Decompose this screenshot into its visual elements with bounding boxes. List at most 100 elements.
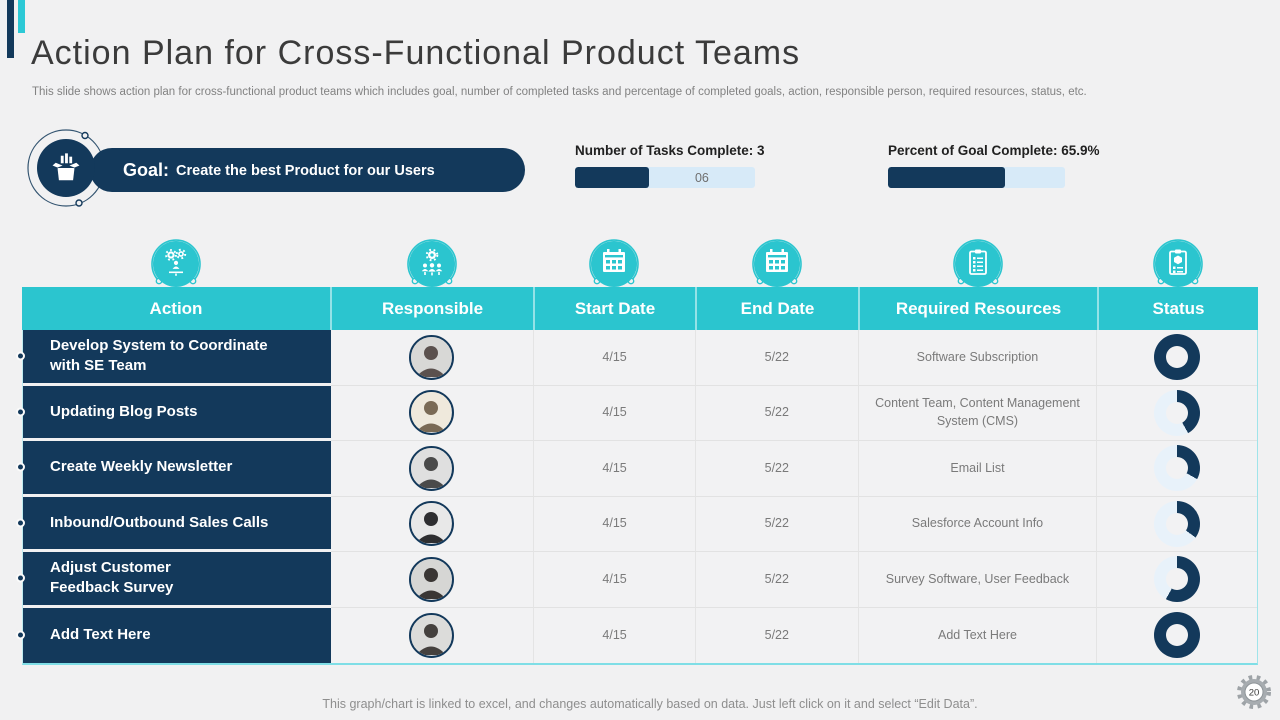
gears-process-icon <box>161 247 191 282</box>
end-date-cell: 5/22 <box>694 496 858 552</box>
status-cell <box>1096 441 1258 497</box>
calendar-icon <box>599 247 629 282</box>
table-row: Inbound/Outbound Sales Calls 4/15 5/22 Sale… <box>16 496 1258 552</box>
action-cell: Create Weekly Newsletter <box>16 441 331 497</box>
responsible-cell <box>330 441 534 497</box>
tasks-progress-fill <box>575 167 649 188</box>
table-header-row: Action Responsible Start Date End Date Requi… <box>22 287 1258 330</box>
status-cell <box>1096 496 1258 552</box>
start-date-cell: 4/15 <box>533 441 695 497</box>
accent-bar-navy <box>7 0 14 58</box>
person-photo-icon <box>411 336 452 377</box>
accent-bar-cyan <box>18 0 25 33</box>
responsible-cell <box>330 552 534 608</box>
column-icon-resources <box>946 238 1010 288</box>
required-resources: Salesforce Account Info <box>911 516 1044 530</box>
responsible-cell <box>330 607 534 663</box>
start-date: 4/15 <box>602 627 627 642</box>
resources-cell: Content Team, Content Management System … <box>857 385 1097 441</box>
column-icon-responsible <box>400 238 464 288</box>
end-date-cell: 5/22 <box>694 330 858 386</box>
goal-progress-bar <box>888 167 1065 188</box>
start-date: 4/15 <box>602 516 627 530</box>
responsible-cell <box>330 330 534 386</box>
column-header-responsible: Responsible <box>330 287 533 330</box>
action-cell: Add Text Here <box>16 607 331 663</box>
page-number-gear-badge: 20 <box>1237 675 1271 709</box>
end-date-cell: 5/22 <box>694 385 858 441</box>
status-donut-icon <box>1154 334 1201 381</box>
required-resources: Email List <box>950 460 1005 475</box>
required-resources: Survey Software, User Feedback <box>885 571 1070 586</box>
end-date: 5/22 <box>764 405 789 419</box>
status-cell <box>1096 607 1258 663</box>
resources-cell: Salesforce Account Info <box>857 496 1097 552</box>
goal-banner: Goal: Create the best Product for our Us… <box>90 148 525 192</box>
end-date: 5/22 <box>764 571 789 586</box>
row-bullet-icon <box>16 573 25 583</box>
tasks-metric-label: Number of Tasks Complete: 3 <box>575 143 765 158</box>
action-cell: Develop System to Coordinate with SE Tea… <box>16 330 331 386</box>
goal-label: Goal: <box>123 159 170 180</box>
column-header-status: Status <box>1097 287 1258 330</box>
start-date: 4/15 <box>602 460 627 475</box>
page-title: Action Plan for Cross-Functional Product… <box>31 34 801 72</box>
table-body: Develop System to Coordinate with SE Tea… <box>16 330 1258 665</box>
column-header-start: Start Date <box>533 287 695 330</box>
gear-team-icon <box>417 247 447 282</box>
start-date: 4/15 <box>602 349 627 364</box>
page-subtitle: This slide shows action plan for cross-f… <box>32 86 1087 98</box>
status-donut-icon <box>1154 445 1201 492</box>
row-bullet-icon <box>16 518 25 528</box>
column-header-resources: Required Resources <box>858 287 1097 330</box>
calendar-icon <box>762 247 792 282</box>
table-row: Adjust Customer Feedback Survey 4/15 5/22 S… <box>16 552 1258 608</box>
goal-progress-fill <box>888 167 1005 188</box>
responsible-cell <box>330 385 534 441</box>
start-date-cell: 4/15 <box>533 330 695 386</box>
person-photo-icon <box>411 614 452 655</box>
row-bullet-icon <box>16 462 25 472</box>
clipboard-list-icon <box>963 247 993 282</box>
status-donut-icon <box>1154 556 1201 603</box>
table-row: Updating Blog Posts 4/15 5/22 Content Team,… <box>16 385 1258 441</box>
goal-percent-metric: Percent of Goal Complete: 65.9% <box>888 143 1100 188</box>
action-cell: Adjust Customer Feedback Survey <box>16 552 331 608</box>
avatar <box>409 612 455 658</box>
person-photo-icon <box>411 392 452 433</box>
table-row: Create Weekly Newsletter 4/15 5/22 Email Li… <box>16 441 1258 497</box>
resources-cell: Email List <box>857 441 1097 497</box>
start-date-cell: 4/15 <box>533 607 695 663</box>
end-date-cell: 5/22 <box>694 552 858 608</box>
goal-badge <box>37 139 95 197</box>
end-date-cell: 5/22 <box>694 441 858 497</box>
end-date: 5/22 <box>764 516 789 530</box>
status-donut-icon <box>1154 500 1201 547</box>
row-bullet-icon <box>16 407 25 417</box>
column-icon-action <box>144 238 208 288</box>
goal-text: Create the best Product for our Users <box>176 163 435 179</box>
start-date-cell: 4/15 <box>533 385 695 441</box>
required-resources: Add Text Here <box>937 627 1017 642</box>
status-donut-hole <box>1166 457 1189 480</box>
start-date: 4/15 <box>602 571 627 586</box>
avatar <box>409 556 455 602</box>
required-resources: Software Subscription <box>916 349 1039 364</box>
row-bullet-icon <box>16 630 25 640</box>
status-donut-hole <box>1166 624 1189 647</box>
person-photo-icon <box>411 503 452 544</box>
table-row: Add Text Here 4/15 5/22 Add Text Here <box>16 607 1258 663</box>
end-date-cell: 5/22 <box>694 607 858 663</box>
status-donut-hole <box>1166 512 1189 535</box>
status-cell <box>1096 330 1258 386</box>
status-donut-hole <box>1166 346 1189 369</box>
goal-percent-label: Percent of Goal Complete: 65.9% <box>888 143 1100 158</box>
page-number: 20 <box>1249 688 1260 699</box>
end-date: 5/22 <box>764 627 789 642</box>
avatar <box>409 390 455 436</box>
row-bullet-icon <box>16 351 25 361</box>
status-donut-hole <box>1166 568 1189 591</box>
column-header-action: Action <box>22 287 330 330</box>
column-icon-status <box>1146 238 1210 288</box>
